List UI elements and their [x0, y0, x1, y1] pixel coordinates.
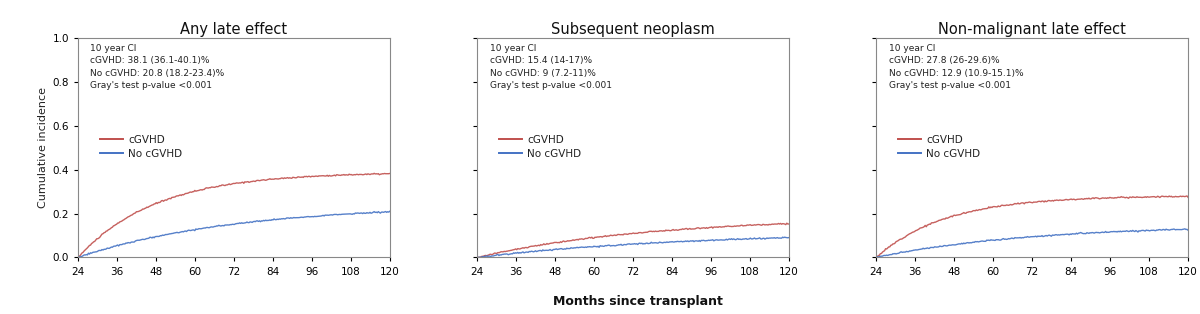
Text: Months since transplant: Months since transplant	[553, 295, 724, 308]
Title: Any late effect: Any late effect	[180, 22, 288, 36]
Y-axis label: Cumulative incidence: Cumulative incidence	[38, 87, 48, 208]
Title: Non-malignant late effect: Non-malignant late effect	[938, 22, 1126, 36]
Text: 10 year CI
cGVHD: 15.4 (14-17)%
No cGVHD: 9 (7.2-11)%
Gray's test p-value <0.001: 10 year CI cGVHD: 15.4 (14-17)% No cGVHD…	[490, 44, 612, 90]
Legend: cGVHD, No cGVHD: cGVHD, No cGVHD	[96, 131, 186, 163]
Text: 10 year CI
cGVHD: 27.8 (26-29.6)%
No cGVHD: 12.9 (10.9-15.1)%
Gray's test p-valu: 10 year CI cGVHD: 27.8 (26-29.6)% No cGV…	[889, 44, 1024, 90]
Text: 10 year CI
cGVHD: 38.1 (36.1-40.1)%
No cGVHD: 20.8 (18.2-23.4)%
Gray's test p-va: 10 year CI cGVHD: 38.1 (36.1-40.1)% No c…	[90, 44, 224, 90]
Legend: cGVHD, No cGVHD: cGVHD, No cGVHD	[894, 131, 984, 163]
Legend: cGVHD, No cGVHD: cGVHD, No cGVHD	[494, 131, 586, 163]
Title: Subsequent neoplasm: Subsequent neoplasm	[551, 22, 715, 36]
